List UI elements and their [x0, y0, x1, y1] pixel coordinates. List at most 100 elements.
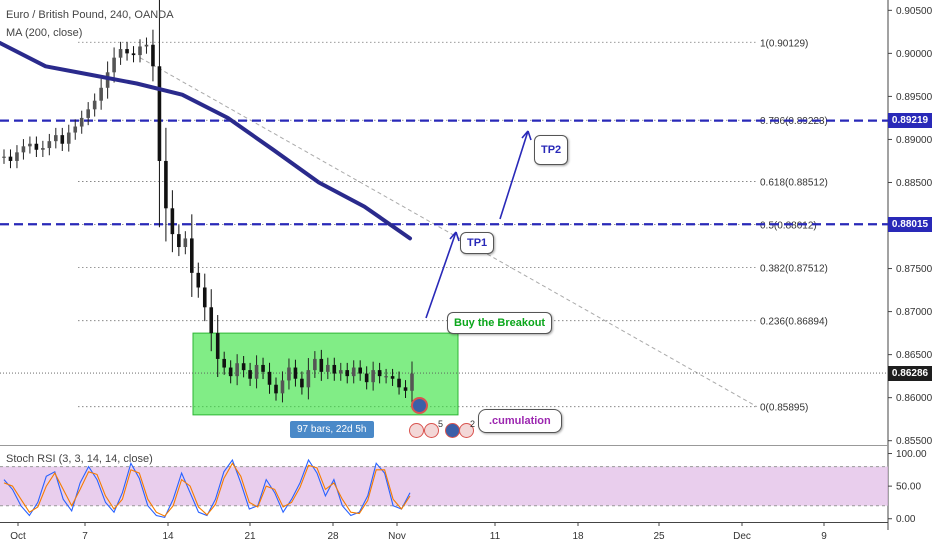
candle-body: [300, 378, 304, 388]
candle-body: [241, 363, 246, 371]
candle-body: [170, 208, 175, 235]
candle-body: [125, 49, 129, 54]
candle-body: [21, 146, 26, 153]
candle-body: [86, 109, 90, 118]
price-tick-label: 0.86500: [896, 350, 932, 361]
candle-body: [326, 364, 330, 372]
gb-flag-icon[interactable]: [409, 423, 424, 438]
time-tick-label: 7: [82, 531, 88, 542]
fib-level-label: 0.236(0.86894): [760, 317, 828, 328]
candle-body: [371, 370, 375, 383]
event-flag-icon[interactable]: [411, 397, 428, 414]
candle-body: [410, 373, 414, 391]
candle-body: [196, 272, 201, 288]
gb-flag-icon-3[interactable]: [459, 423, 474, 438]
candle-body: [92, 100, 97, 110]
event-count-5: 5: [438, 419, 444, 429]
chart-title: Euro / British Pound, 240, OANDA: [6, 9, 174, 21]
price-tick-label: 0.89500: [896, 92, 932, 103]
candle-body: [319, 358, 324, 372]
candle-body: [397, 378, 401, 388]
fib-level-label: 1(0.90129): [760, 38, 808, 49]
ma200-line: [0, 41, 412, 241]
price-tag-last: 0.86286: [888, 365, 932, 381]
candle-body: [222, 358, 226, 368]
fib-level-label: 0.786(0.89223): [760, 116, 828, 127]
candle-body: [306, 370, 311, 388]
candle-body: [8, 156, 13, 161]
projection-arrowhead-tp2: [521, 130, 532, 141]
tp1-callout: TP1: [460, 232, 495, 254]
candle-body: [287, 367, 291, 381]
time-tick-label: 21: [244, 531, 256, 542]
fib-level-label: 0.5(0.88012): [760, 220, 817, 231]
candle-body: [34, 143, 39, 150]
time-tick-label: 18: [572, 531, 584, 542]
event-count-2: 2: [470, 419, 476, 429]
candle-body: [47, 141, 52, 149]
candle-body: [384, 376, 388, 378]
stoch-tick-label: 50.00: [896, 482, 921, 493]
gb-flag-icon-2[interactable]: [424, 423, 439, 438]
candle-body: [183, 238, 188, 248]
candle-body: [403, 387, 408, 391]
stoch-tick-label: 0.00: [896, 514, 916, 525]
candle-body: [151, 44, 155, 67]
candle-body: [358, 367, 362, 374]
candle-body: [79, 117, 84, 127]
projection-arrowhead-tp1: [449, 231, 460, 242]
time-tick-label: 28: [327, 531, 339, 542]
candle-body: [54, 135, 58, 142]
candle-body: [2, 156, 6, 158]
price-tick-label: 0.90000: [896, 49, 932, 60]
candle-body: [118, 49, 123, 58]
price-tick-label: 0.89000: [896, 135, 932, 146]
candle-body: [248, 370, 252, 379]
candle-body: [15, 152, 19, 161]
tp2-callout: TP2: [534, 135, 569, 165]
accumulation-callout: .cumulation: [478, 409, 562, 433]
stoch-d-line: [3, 462, 411, 517]
eu-flag-icon[interactable]: [445, 423, 460, 438]
candle-body: [177, 234, 181, 248]
candle-body: [332, 364, 337, 374]
candle-body: [157, 66, 162, 161]
candle-body: [280, 380, 285, 394]
candle-body: [131, 53, 136, 56]
ma-legend: MA (200, close): [6, 27, 83, 39]
price-tick-label: 0.87500: [896, 264, 932, 275]
candle-body: [364, 373, 369, 383]
candle-body: [345, 370, 350, 377]
projection-path: [425, 130, 529, 319]
price-tag-tp2: 0.89219: [888, 113, 932, 129]
candle-body: [202, 287, 207, 308]
bars-range-label: 97 bars, 22d 5h: [290, 421, 374, 438]
candle-body: [254, 364, 259, 379]
stoch-tick-label: 100.00: [896, 449, 927, 460]
price-tick-label: 0.85500: [896, 436, 932, 447]
candle-body: [228, 367, 233, 377]
stoch-band: [0, 466, 888, 506]
candle-body: [351, 367, 356, 377]
fib-level-label: 0.618(0.88512): [760, 177, 828, 188]
candle-body: [144, 44, 149, 47]
candle-body: [261, 364, 265, 372]
candle-body: [338, 370, 343, 374]
candle-body: [313, 358, 317, 371]
candle-body: [209, 307, 214, 334]
candle-body: [267, 371, 272, 385]
time-tick-label: 9: [821, 531, 827, 542]
candle-body: [293, 367, 298, 379]
time-tick-label: Nov: [388, 531, 406, 542]
price-tick-label: 0.88500: [896, 178, 932, 189]
candle-body: [190, 238, 194, 273]
price-tick-label: 0.87000: [896, 307, 932, 318]
fib-level-label: 0(0.85895): [760, 403, 808, 414]
price-tick-label: 0.86000: [896, 393, 932, 404]
candle-body: [138, 46, 142, 56]
candle-body: [235, 363, 239, 377]
candle-body: [215, 333, 220, 359]
time-tick-label: 14: [162, 531, 174, 542]
candle-body: [164, 160, 168, 209]
